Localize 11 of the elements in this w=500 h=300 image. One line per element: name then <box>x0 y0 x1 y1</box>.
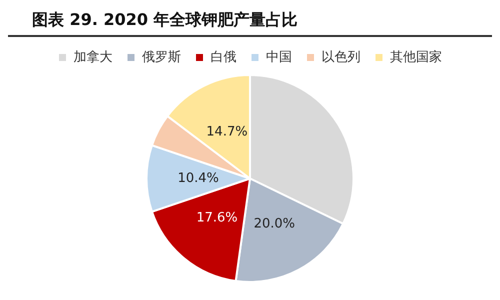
data-label: 14.7% <box>206 124 248 140</box>
legend-label: 加拿大 <box>74 50 112 65</box>
legend-label: 俄罗斯 <box>142 50 181 65</box>
data-label: 17.6% <box>196 210 238 226</box>
legend-label: 中国 <box>266 50 292 65</box>
chart-title: 图表 29. 2020 年全球钾肥产量占比 <box>8 8 492 37</box>
data-label: 10.4% <box>178 170 219 186</box>
legend-label: 其他国家 <box>390 48 442 65</box>
data-label: 20.0% <box>254 216 296 232</box>
legend-label: 以色列 <box>322 50 360 65</box>
legend-label: 白俄 <box>210 50 236 65</box>
